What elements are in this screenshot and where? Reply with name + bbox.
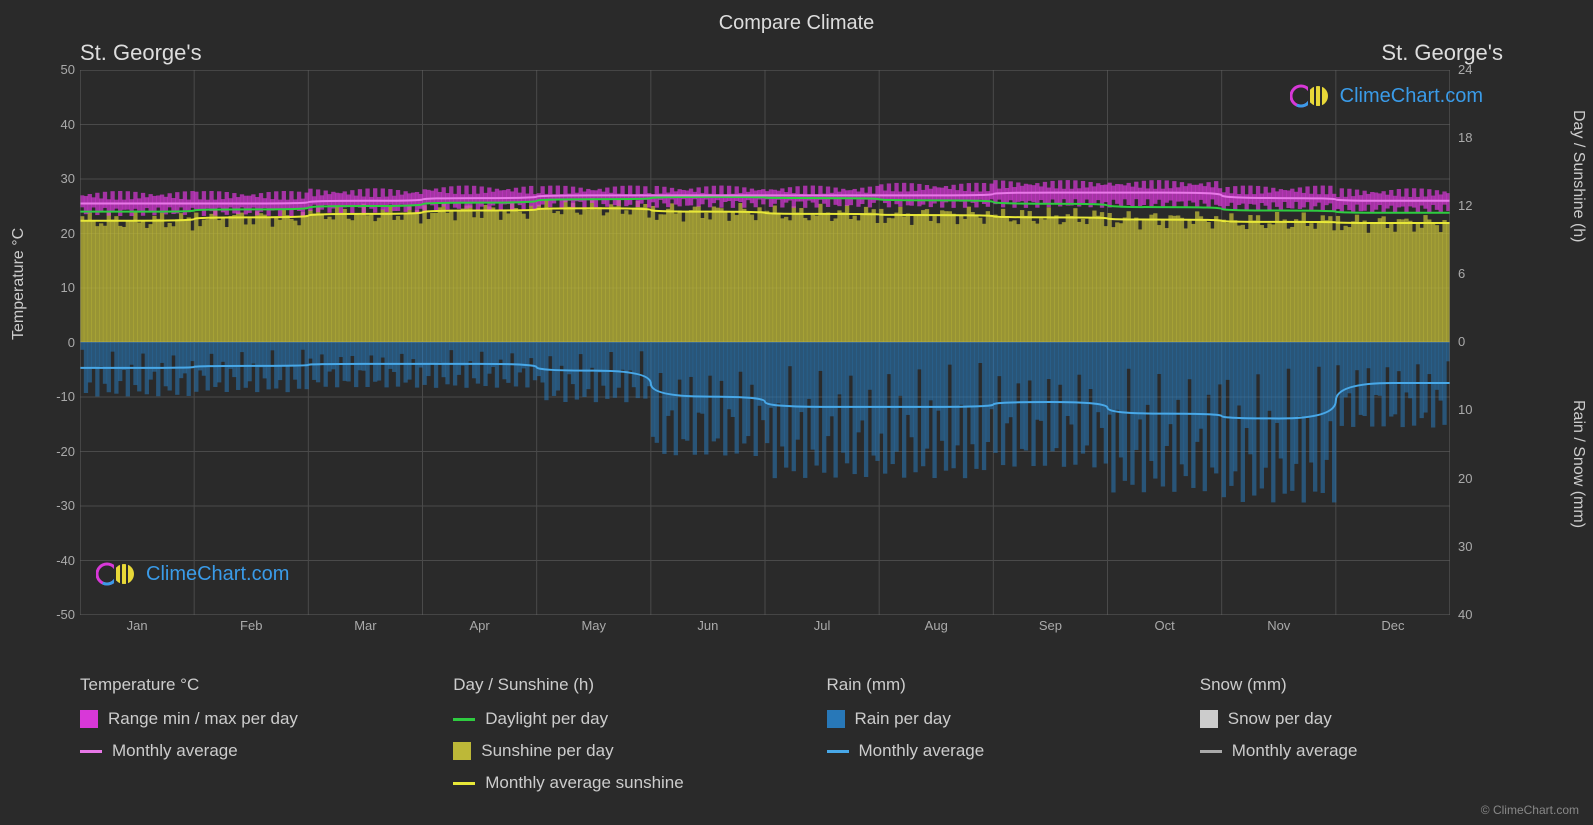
chart-svg — [80, 70, 1450, 615]
swatch-sunshine — [453, 742, 471, 760]
y-tick-right: 30 — [1458, 539, 1488, 554]
legend-label: Daylight per day — [485, 709, 608, 729]
legend-label: Monthly average — [1232, 741, 1358, 761]
x-tick: Mar — [345, 618, 385, 633]
legend-label: Monthly average — [112, 741, 238, 761]
legend-item-daylight: Daylight per day — [453, 709, 766, 729]
y-tick-left: -20 — [45, 444, 75, 459]
legend-item-snow-day: Snow per day — [1200, 709, 1513, 729]
x-tick: Sep — [1030, 618, 1070, 633]
x-tick: May — [574, 618, 614, 633]
y-tick-right: 20 — [1458, 471, 1488, 486]
y-tick-left: -50 — [45, 607, 75, 622]
legend: Temperature °C Range min / max per day M… — [80, 675, 1513, 805]
y-axis-right-top-label: Day / Sunshine (h) — [1569, 110, 1587, 243]
swatch-rain-line — [827, 750, 849, 753]
legend-label: Rain per day — [855, 709, 951, 729]
x-tick: Nov — [1259, 618, 1299, 633]
legend-item-rain-day: Rain per day — [827, 709, 1140, 729]
y-axis-left-label: Temperature °C — [10, 228, 28, 340]
watermark-top: ClimeChart.com — [1290, 82, 1483, 110]
copyright: © ClimeChart.com — [1481, 803, 1579, 817]
watermark-text: ClimeChart.com — [146, 563, 289, 586]
legend-item-rain-avg: Monthly average — [827, 741, 1140, 761]
legend-label: Range min / max per day — [108, 709, 298, 729]
y-tick-left: 20 — [45, 226, 75, 241]
swatch-daylight — [453, 718, 475, 721]
watermark-text: ClimeChart.com — [1340, 85, 1483, 108]
legend-label: Monthly average — [859, 741, 985, 761]
legend-header-snow: Snow (mm) — [1200, 675, 1513, 695]
y-tick-right: 0 — [1458, 334, 1488, 349]
x-tick: Aug — [916, 618, 956, 633]
swatch-snow — [1200, 710, 1218, 728]
legend-item-sunshine: Sunshine per day — [453, 741, 766, 761]
y-tick-right: 40 — [1458, 607, 1488, 622]
y-tick-left: -30 — [45, 498, 75, 513]
swatch-sunshine-line — [453, 782, 475, 785]
y-axis-right-bottom-label: Rain / Snow (mm) — [1569, 400, 1587, 528]
swatch-rain — [827, 710, 845, 728]
legend-label: Monthly average sunshine — [485, 773, 683, 793]
legend-item-temp-range: Range min / max per day — [80, 709, 393, 729]
y-tick-left: 0 — [45, 335, 75, 350]
x-tick: Feb — [231, 618, 271, 633]
swatch-temp-range — [80, 710, 98, 728]
swatch-temp-avg — [80, 750, 102, 753]
y-tick-right: 24 — [1458, 62, 1488, 77]
watermark-bottom: ClimeChart.com — [96, 560, 289, 588]
legend-label: Sunshine per day — [481, 741, 613, 761]
x-tick: Jun — [688, 618, 728, 633]
x-tick: Jan — [117, 618, 157, 633]
legend-item-sunshine-avg: Monthly average sunshine — [453, 773, 766, 793]
x-tick: Apr — [460, 618, 500, 633]
y-tick-left: 30 — [45, 171, 75, 186]
legend-item-temp-avg: Monthly average — [80, 741, 393, 761]
y-tick-right: 18 — [1458, 130, 1488, 145]
legend-label: Snow per day — [1228, 709, 1332, 729]
chart-title: Compare Climate — [0, 0, 1593, 35]
y-tick-right: 12 — [1458, 198, 1488, 213]
legend-col-day: Day / Sunshine (h) Daylight per day Suns… — [453, 675, 766, 805]
plot-area — [80, 70, 1450, 615]
y-tick-left: -10 — [45, 389, 75, 404]
x-tick: Oct — [1145, 618, 1185, 633]
y-tick-left: 50 — [45, 62, 75, 77]
legend-col-temp: Temperature °C Range min / max per day M… — [80, 675, 393, 805]
y-tick-left: 40 — [45, 117, 75, 132]
y-tick-left: 10 — [45, 280, 75, 295]
legend-header-temp: Temperature °C — [80, 675, 393, 695]
y-tick-right: 10 — [1458, 402, 1488, 417]
legend-col-snow: Snow (mm) Snow per day Monthly average — [1200, 675, 1513, 805]
swatch-snow-line — [1200, 750, 1222, 753]
y-tick-left: -40 — [45, 553, 75, 568]
x-tick: Jul — [802, 618, 842, 633]
legend-header-day: Day / Sunshine (h) — [453, 675, 766, 695]
location-label-left: St. George's — [80, 40, 202, 66]
legend-item-snow-avg: Monthly average — [1200, 741, 1513, 761]
legend-header-rain: Rain (mm) — [827, 675, 1140, 695]
legend-col-rain: Rain (mm) Rain per day Monthly average — [827, 675, 1140, 805]
y-tick-right: 6 — [1458, 266, 1488, 281]
x-tick: Dec — [1373, 618, 1413, 633]
